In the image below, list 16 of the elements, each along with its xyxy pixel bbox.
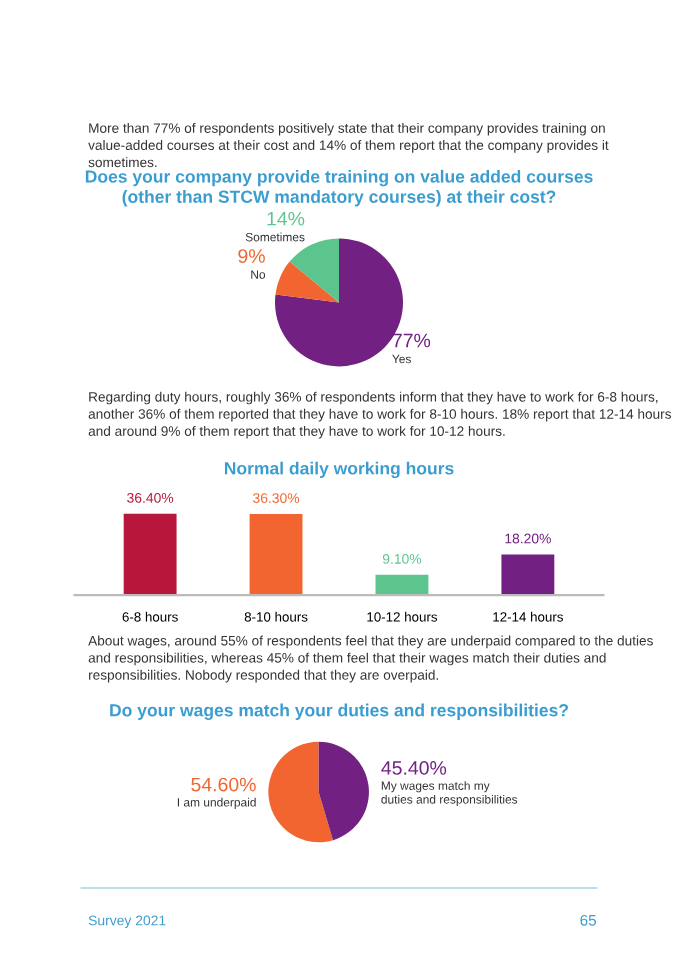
data-label: 77% bbox=[392, 333, 431, 348]
data-label: 14% bbox=[267, 211, 305, 226]
data-label: 45.40% bbox=[381, 761, 447, 775]
pie-slice bbox=[275, 261, 339, 303]
chart-title: Do your wages match your duties and responsibilities? bbox=[110, 703, 568, 720]
chart-title: Does your company provide training on value added courses (other than STCW mandatory courses) at their cost? bbox=[85, 169, 593, 207]
chart-title: Normal daily working hours bbox=[224, 461, 454, 479]
data-label: 54.60% bbox=[191, 777, 256, 792]
data-label: 9% bbox=[238, 249, 265, 263]
bar bbox=[375, 574, 429, 596]
pie-slice bbox=[268, 741, 333, 843]
bar bbox=[501, 554, 555, 596]
pie-slice bbox=[318, 741, 369, 841]
bar bbox=[123, 513, 177, 596]
bar bbox=[249, 514, 303, 596]
pie-slice bbox=[289, 238, 339, 303]
